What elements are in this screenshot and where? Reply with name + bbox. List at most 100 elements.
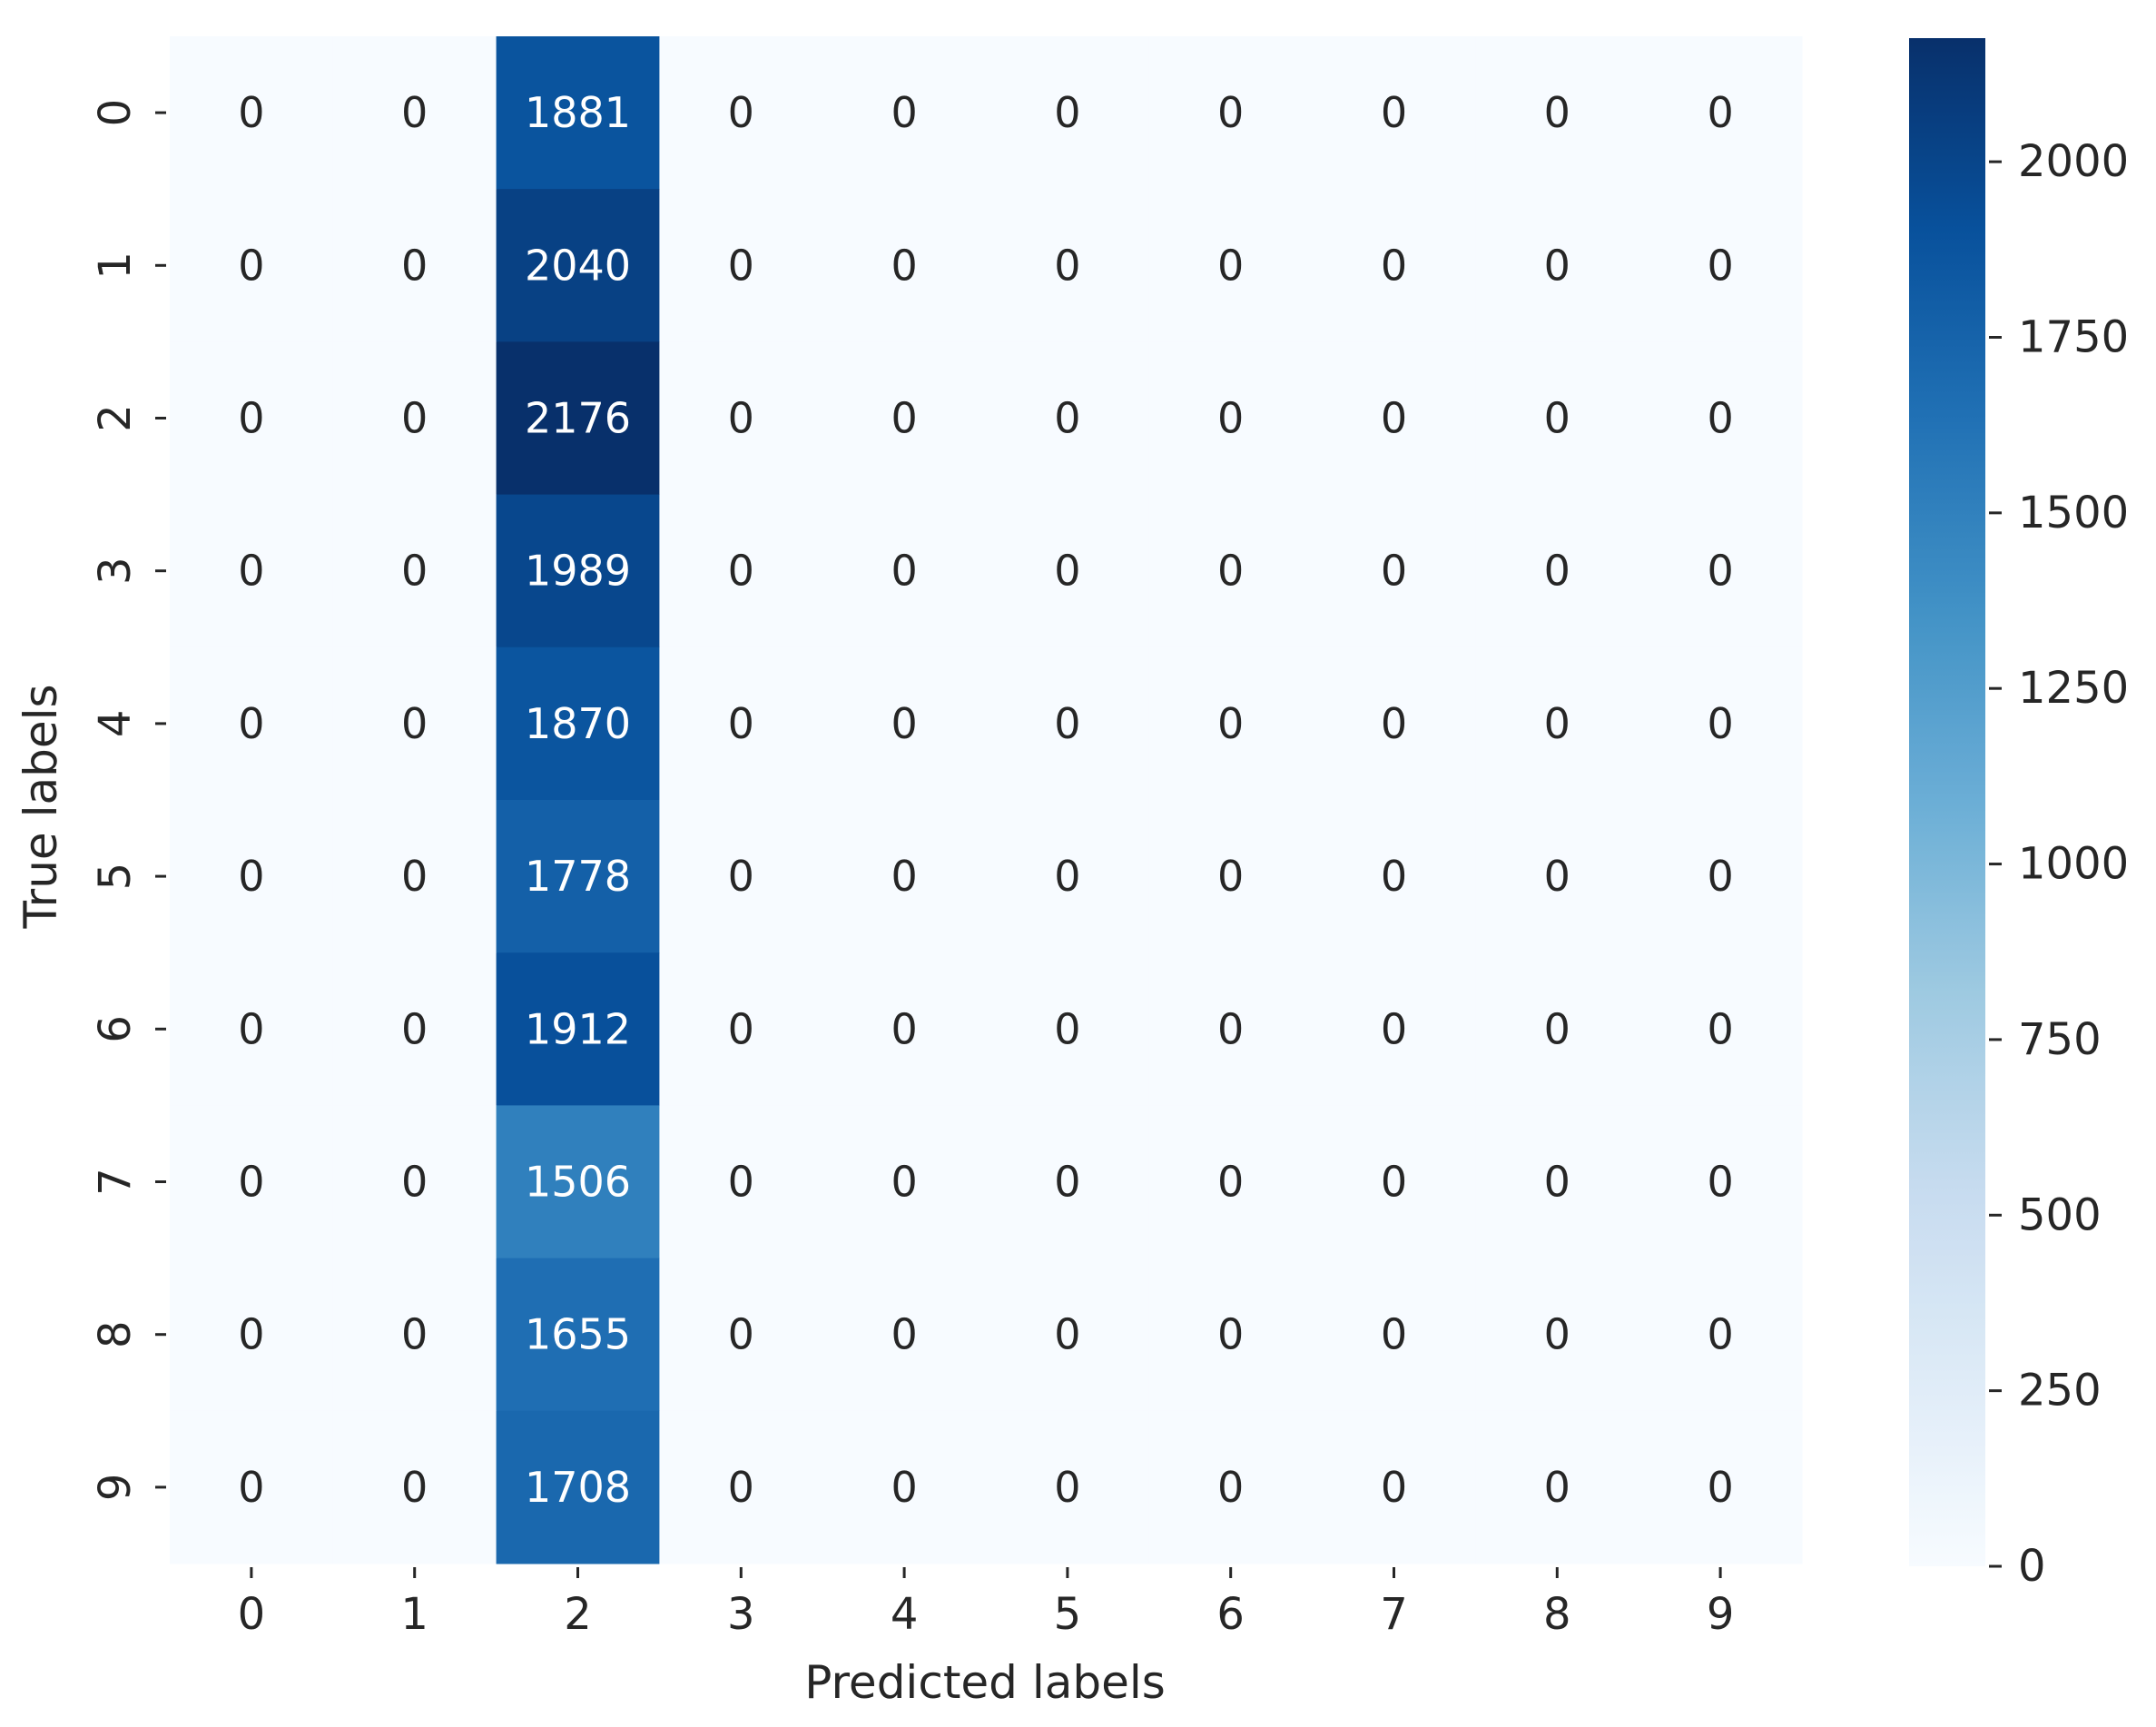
cell-value-label: 1989 <box>525 547 631 596</box>
x-tick-label: 1 <box>400 1589 428 1640</box>
cell-value-label: 0 <box>1381 394 1407 443</box>
cell-value-label: 0 <box>1544 241 1570 290</box>
heatmap-cell <box>822 952 987 1106</box>
cell-value-label: 0 <box>401 547 428 596</box>
heatmap-cell <box>986 494 1150 648</box>
cell-value-label: 0 <box>1217 1310 1244 1359</box>
heatmap-cell <box>1639 800 1803 953</box>
cell-value-label: 1870 <box>525 699 631 748</box>
heatmap-cell <box>170 1105 334 1259</box>
cell-value-label: 0 <box>1381 88 1407 137</box>
cell-value-label: 0 <box>728 1004 754 1053</box>
heatmap-cell <box>170 189 334 342</box>
cell-value-label: 0 <box>1707 394 1733 443</box>
cell-value-label: 0 <box>1707 1004 1733 1053</box>
cell-value-label: 0 <box>1544 1004 1570 1053</box>
cell-value-label: 0 <box>728 547 754 596</box>
heatmap-cell <box>986 952 1150 1106</box>
heatmap-cell <box>822 189 987 342</box>
heatmap-cell <box>822 494 987 648</box>
cell-value-label: 0 <box>1054 394 1080 443</box>
cell-value-label: 2040 <box>525 241 631 290</box>
cell-value-label: 0 <box>1217 547 1244 596</box>
cell-value-label: 0 <box>401 852 428 901</box>
x-tick-label: 3 <box>727 1589 755 1640</box>
heatmap-cell <box>1639 952 1803 1106</box>
heatmap-cell <box>986 1410 1150 1564</box>
cell-value-label: 0 <box>891 88 917 137</box>
y-tick-label: 4 <box>90 710 141 738</box>
heatmap-cell <box>659 1105 823 1259</box>
cell-value-label: 0 <box>1544 1463 1570 1512</box>
cell-value-label: 0 <box>1707 1463 1733 1512</box>
heatmap-cell <box>1148 800 1314 953</box>
heatmap-cell <box>170 36 334 190</box>
cell-value-label: 0 <box>238 1463 264 1512</box>
y-tick-label: 6 <box>90 1015 141 1043</box>
colorbar-tick-label: 1500 <box>2018 488 2129 538</box>
cell-value-label: 0 <box>1707 852 1733 901</box>
heatmap-cell <box>1639 36 1803 190</box>
colorbar-tick-label: 0 <box>2018 1541 2046 1592</box>
heatmap-cell <box>1312 646 1476 801</box>
heatmap-cell <box>659 494 823 648</box>
heatmap-cell <box>496 800 660 953</box>
cell-value-label: 0 <box>1544 852 1570 901</box>
cell-value-label: 0 <box>1544 394 1570 443</box>
heatmap-cell <box>822 646 987 801</box>
heatmap-cell <box>986 36 1150 190</box>
cell-value-label: 1708 <box>525 1463 631 1512</box>
heatmap-cell <box>1312 1105 1476 1259</box>
heatmap-cell <box>170 494 334 648</box>
cell-value-label: 0 <box>1217 699 1244 748</box>
cell-value-label: 1912 <box>525 1004 631 1053</box>
cell-value-label: 0 <box>728 852 754 901</box>
x-tick-label: 7 <box>1380 1589 1408 1640</box>
cell-value-label: 0 <box>1707 1158 1733 1207</box>
cell-value-label: 0 <box>1381 1004 1407 1053</box>
heatmap-cell <box>986 1258 1150 1412</box>
heatmap-cell <box>496 494 660 648</box>
heatmap-cell <box>1475 494 1639 648</box>
cell-value-label: 0 <box>1544 88 1570 137</box>
cell-value-label: 0 <box>238 1004 264 1053</box>
heatmap-cell <box>1475 189 1639 342</box>
cell-value-label: 0 <box>401 1158 428 1207</box>
heatmap-cell <box>822 36 987 190</box>
cell-value-label: 0 <box>1217 241 1244 290</box>
heatmap-cell <box>659 800 823 953</box>
cell-value-label: 0 <box>1381 547 1407 596</box>
heatmap-cell <box>659 646 823 801</box>
cell-value-label: 0 <box>728 1310 754 1359</box>
cell-value-label: 0 <box>1217 1463 1244 1512</box>
cell-value-label: 0 <box>1054 1310 1080 1359</box>
heatmap-cell <box>496 952 660 1106</box>
y-axis-ticks: 0 1 2 3 4 5 6 7 8 9 <box>90 99 166 1501</box>
heatmap-cell <box>496 341 660 496</box>
x-tick-label: 5 <box>1054 1589 1082 1640</box>
heatmap-cell <box>1148 1410 1314 1564</box>
colorbar-tick-label: 1750 <box>2018 311 2129 362</box>
x-tick-label: 6 <box>1216 1589 1245 1640</box>
heatmap-cell <box>1312 800 1476 953</box>
x-tick-label: 9 <box>1707 1589 1735 1640</box>
x-axis-ticks: 0 1 2 3 4 5 6 7 8 9 <box>238 1567 1735 1640</box>
cell-value-label: 0 <box>401 1004 428 1053</box>
heatmap-cell <box>170 800 334 953</box>
cell-value-label: 0 <box>1544 699 1570 748</box>
heatmap-cell <box>332 189 497 342</box>
cell-value-label: 0 <box>238 88 264 137</box>
cell-value-label: 0 <box>1054 852 1080 901</box>
cell-value-label: 0 <box>1381 241 1407 290</box>
heatmap-cell <box>986 189 1150 342</box>
cell-value-label: 0 <box>891 1310 917 1359</box>
colorbar-tick-label: 250 <box>2018 1366 2102 1416</box>
heatmap-cell <box>659 341 823 496</box>
cell-value-label: 0 <box>1054 699 1080 748</box>
cell-value-label: 1778 <box>525 852 631 901</box>
heatmap-cell <box>496 189 660 342</box>
heatmap-cell <box>1148 1105 1314 1259</box>
cell-value-label: 0 <box>1381 1310 1407 1359</box>
heatmap-cell <box>1312 494 1476 648</box>
